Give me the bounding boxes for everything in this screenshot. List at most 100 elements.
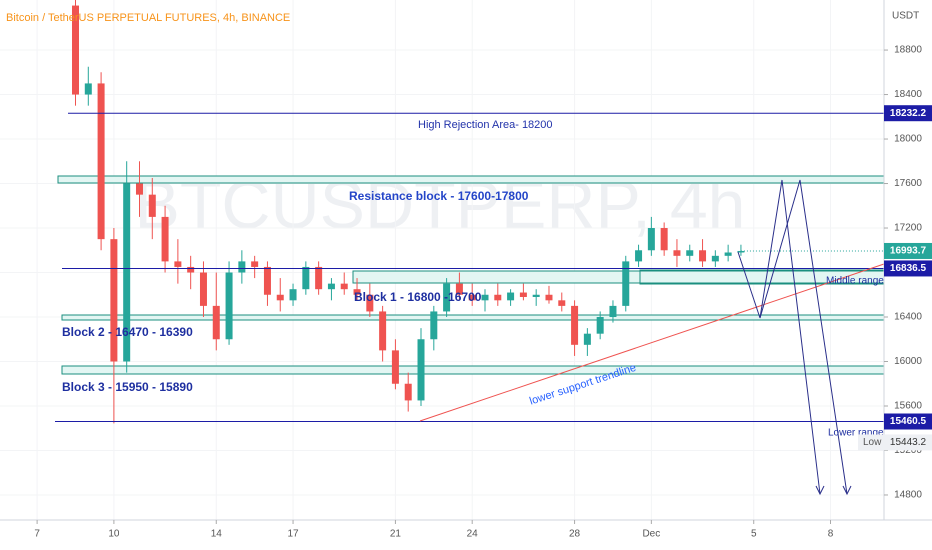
candle-body bbox=[161, 216, 169, 262]
candle-body bbox=[97, 83, 105, 240]
price-label: 16836.5 bbox=[890, 263, 927, 274]
candle-body bbox=[519, 292, 527, 297]
block1-zone bbox=[352, 270, 885, 284]
candle-body bbox=[72, 5, 80, 95]
annotation: Block 2 - 16470 - 16390 bbox=[62, 325, 193, 339]
price-label-box bbox=[884, 242, 932, 259]
candle-body bbox=[443, 283, 451, 312]
candle-body bbox=[225, 272, 233, 340]
annotation: Block 3 - 15950 - 15890 bbox=[62, 380, 193, 394]
block3-zone bbox=[61, 365, 885, 375]
candle-body bbox=[571, 305, 579, 345]
y-tick-label: 15600 bbox=[894, 401, 922, 412]
candle-body bbox=[430, 311, 438, 340]
candle-body bbox=[507, 292, 515, 301]
candle-body bbox=[455, 283, 463, 295]
candle-body bbox=[353, 289, 361, 295]
candle-body bbox=[647, 228, 655, 251]
candle-body bbox=[583, 333, 591, 345]
x-tick-label: 7 bbox=[34, 529, 40, 540]
candle-body bbox=[724, 252, 732, 256]
price-label-box bbox=[884, 105, 932, 122]
y-tick-label: 18000 bbox=[894, 134, 922, 145]
zones bbox=[57, 175, 885, 375]
x-tick-label: 28 bbox=[569, 529, 581, 540]
low-label: Low bbox=[863, 437, 882, 448]
candle-body bbox=[737, 250, 745, 253]
annotation: Resistance block - 17600-17800 bbox=[349, 189, 529, 203]
candle-body bbox=[276, 294, 284, 301]
x-tick-label: 17 bbox=[287, 529, 299, 540]
resistance-zone bbox=[57, 175, 885, 184]
candles bbox=[72, 0, 745, 424]
candle-body bbox=[238, 261, 246, 273]
candle-body bbox=[494, 294, 502, 301]
annotation: Middle range bbox=[826, 276, 884, 287]
candle-body bbox=[212, 305, 220, 340]
x-tick-label: 24 bbox=[467, 529, 479, 540]
x-tick-label: 8 bbox=[828, 529, 834, 540]
candle-body bbox=[558, 300, 566, 306]
projection-path bbox=[737, 179, 821, 495]
candle-body bbox=[289, 289, 297, 301]
y-tick-label: 18400 bbox=[894, 89, 922, 100]
annotation: Lower range bbox=[828, 428, 884, 439]
candle-body bbox=[251, 261, 259, 267]
candle-body bbox=[315, 266, 323, 290]
candle-body bbox=[711, 255, 719, 262]
y-tick-label: 17200 bbox=[894, 223, 922, 234]
candle-body bbox=[199, 272, 207, 306]
candle-body bbox=[148, 194, 156, 217]
candle-body bbox=[468, 294, 476, 301]
y-tick-label: 15200 bbox=[894, 445, 922, 456]
arrow-head bbox=[842, 485, 852, 496]
candle-body bbox=[379, 311, 387, 351]
candle-body bbox=[545, 294, 553, 301]
y-tick-label: 14800 bbox=[894, 490, 922, 501]
price-label: 16993.7 bbox=[890, 246, 927, 257]
candle-body bbox=[635, 250, 643, 262]
candle-body bbox=[660, 228, 668, 251]
projection-path bbox=[759, 179, 848, 495]
low-value: 15443.2 bbox=[890, 437, 927, 448]
candle-body bbox=[622, 261, 630, 306]
candle-body bbox=[174, 261, 182, 267]
candle-body bbox=[187, 266, 195, 273]
y-tick-label: 17600 bbox=[894, 178, 922, 189]
candle-body bbox=[391, 350, 399, 384]
x-tick-label: 10 bbox=[108, 529, 120, 540]
candle-body bbox=[596, 317, 604, 334]
candle-body bbox=[699, 250, 707, 262]
candle-body bbox=[123, 183, 131, 362]
annotation: Block 1 - 16800 -16700 bbox=[354, 290, 482, 304]
candle-body bbox=[609, 305, 617, 318]
y-tick-label: 16400 bbox=[894, 312, 922, 323]
currency: USDT bbox=[892, 11, 919, 22]
candle-body bbox=[263, 266, 271, 295]
candle-body bbox=[110, 239, 118, 362]
low-label-box bbox=[858, 434, 932, 451]
candle-body bbox=[84, 83, 92, 95]
price-label-box bbox=[884, 413, 932, 430]
price-label: 18232.2 bbox=[890, 108, 927, 119]
candle-body bbox=[481, 294, 489, 301]
projection bbox=[737, 179, 852, 496]
candle-body bbox=[686, 250, 694, 256]
x-tick-label: 14 bbox=[211, 529, 223, 540]
chart-title: Bitcoin / TetherUS PERPETUAL FUTURES, 4h… bbox=[6, 12, 290, 24]
y-tick-label: 16000 bbox=[894, 356, 922, 367]
candle-body bbox=[340, 283, 348, 290]
x-tick-label: 21 bbox=[390, 529, 402, 540]
price-label-box bbox=[884, 260, 932, 277]
candle-body bbox=[404, 383, 412, 401]
candle-body bbox=[673, 250, 681, 256]
annotation: High Rejection Area- 18200 bbox=[418, 119, 553, 131]
y-tick-label: 18800 bbox=[894, 45, 922, 56]
x-tick-label: 5 bbox=[751, 529, 757, 540]
arrow-head bbox=[815, 485, 825, 496]
candle-body bbox=[366, 294, 374, 312]
candle-body bbox=[327, 283, 335, 290]
candle-body bbox=[417, 339, 425, 401]
trendline bbox=[419, 263, 885, 422]
